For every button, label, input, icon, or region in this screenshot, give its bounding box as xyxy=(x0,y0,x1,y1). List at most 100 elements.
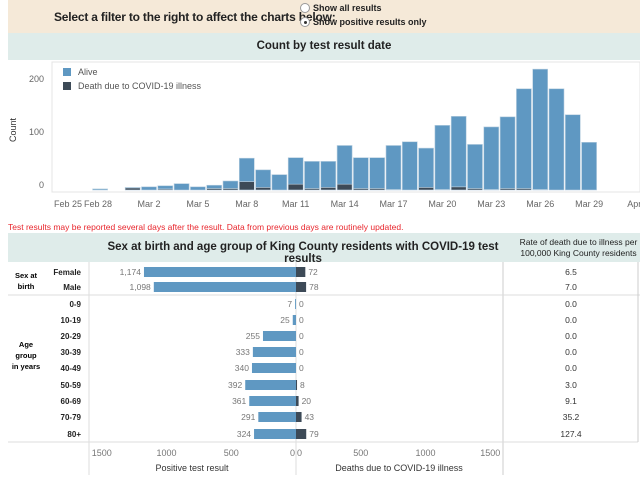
axis-tick-label: 500 xyxy=(224,448,239,458)
alive-bar xyxy=(353,157,369,189)
row-label: Male xyxy=(63,283,81,292)
alive-bar xyxy=(434,125,451,190)
positive-bar xyxy=(258,412,296,422)
death-label: 0 xyxy=(299,299,304,309)
radio-label: Show positive results only xyxy=(313,17,427,27)
y-tick-label: 200 xyxy=(29,74,44,84)
rate-value: 9.1 xyxy=(565,396,577,406)
x-tick-label: Mar 23 xyxy=(477,199,505,209)
positive-label: 392 xyxy=(228,380,242,390)
positive-bar xyxy=(252,347,296,357)
alive-bar xyxy=(255,169,271,188)
positive-label: 25 xyxy=(280,315,290,325)
row-label: 0-9 xyxy=(69,300,81,309)
death-label: 79 xyxy=(309,429,319,439)
row-label: 30-39 xyxy=(61,348,82,357)
rate-value: 3.0 xyxy=(565,380,577,390)
x-tick-label: Mar 20 xyxy=(428,199,456,209)
legend-label: Alive xyxy=(78,67,98,77)
chart1-title: Count by test result date xyxy=(256,40,392,52)
alive-bar xyxy=(206,184,222,189)
row-label: 80+ xyxy=(67,430,81,439)
legend-swatch xyxy=(63,68,71,76)
positive-label: 7 xyxy=(287,299,292,309)
death-bar xyxy=(255,187,271,191)
axis-tick-label: 1000 xyxy=(415,448,435,458)
alive-bar xyxy=(548,88,565,191)
alive-bar xyxy=(369,157,386,189)
positive-label: 1,174 xyxy=(120,267,142,277)
alive-bar xyxy=(336,145,353,185)
radio-show-all[interactable]: Show all results xyxy=(300,3,382,13)
alive-bar xyxy=(401,141,418,191)
radio-label: Show all results xyxy=(313,3,382,13)
positive-bar xyxy=(295,299,296,309)
death-bar xyxy=(296,429,307,439)
rate-value: 0.0 xyxy=(565,363,577,373)
positive-bar xyxy=(262,331,296,341)
x-tick-label: Mar 2 xyxy=(137,199,160,209)
positive-label: 324 xyxy=(237,429,251,439)
alive-bar xyxy=(271,174,288,191)
alive-bar xyxy=(483,126,500,190)
group-label: in years xyxy=(12,362,40,371)
alive-bar xyxy=(532,68,549,190)
row-label: 40-49 xyxy=(61,364,82,373)
positive-bar xyxy=(292,315,296,325)
death-bar xyxy=(296,282,307,292)
filter-prompt: Select a filter to the right to affect t… xyxy=(54,10,336,24)
x-tick-label: Mar 5 xyxy=(186,199,209,209)
rate-value: 127.4 xyxy=(560,429,582,439)
death-label: 8 xyxy=(300,380,305,390)
filter-bar: Select a filter to the right to affect t… xyxy=(8,0,640,33)
row-label: 70-79 xyxy=(61,413,82,422)
death-bar xyxy=(296,267,306,277)
chart2-title: Sex at birth and age group of King Count… xyxy=(107,241,499,265)
radio-show-positive[interactable]: Show positive results only xyxy=(300,17,427,27)
death-bar xyxy=(418,187,434,191)
alive-bar xyxy=(499,116,516,189)
x-tick-label: Mar 8 xyxy=(235,199,258,209)
death-label: 43 xyxy=(305,412,315,422)
alive-bar xyxy=(141,186,157,191)
row-label: 60-69 xyxy=(61,397,82,406)
rate-value: 0.0 xyxy=(565,347,577,357)
x-tick-label: Feb 25 xyxy=(54,199,82,209)
death-label: 0 xyxy=(299,347,304,357)
radio-icon[interactable] xyxy=(300,3,310,13)
alive-bar xyxy=(320,161,337,188)
rate-header-line: Rate of death due to illness per xyxy=(519,237,638,247)
alive-bar xyxy=(385,145,402,190)
chart2-header: Sex at birth and age group of King Count… xyxy=(8,233,640,265)
axis-tick-label: 1500 xyxy=(480,448,500,458)
radio-selected-icon[interactable] xyxy=(300,17,310,27)
positive-label: 255 xyxy=(246,331,260,341)
alive-bar xyxy=(222,180,239,189)
positive-label: 333 xyxy=(236,347,250,357)
rate-header: Rate of death due to illness per 100,000 … xyxy=(511,237,640,259)
positive-label: 291 xyxy=(241,412,255,422)
alive-bar xyxy=(450,116,467,188)
death-bar xyxy=(124,187,141,191)
positive-bar xyxy=(254,429,296,439)
death-label: 0 xyxy=(299,315,304,325)
right-axis-title: Deaths due to COVID-19 illness xyxy=(335,463,463,473)
x-tick-label: Mar 29 xyxy=(575,199,603,209)
axis-tick-label: 500 xyxy=(353,448,368,458)
plot-frame xyxy=(51,61,640,193)
rate-value: 0.0 xyxy=(565,331,577,341)
axis-tick-label: 1000 xyxy=(156,448,176,458)
axis-tick-label: 0 xyxy=(290,448,295,458)
death-bar xyxy=(239,181,255,191)
death-label: 0 xyxy=(299,363,304,373)
positive-label: 340 xyxy=(235,363,249,373)
alive-bar xyxy=(239,157,255,182)
group-label: group xyxy=(15,351,37,360)
rate-value: 0.0 xyxy=(565,299,577,309)
death-label: 20 xyxy=(302,396,312,406)
alive-bar xyxy=(581,142,597,191)
row-label: 50-59 xyxy=(61,381,82,390)
alive-bar xyxy=(92,188,108,191)
group-label: birth xyxy=(18,282,35,291)
